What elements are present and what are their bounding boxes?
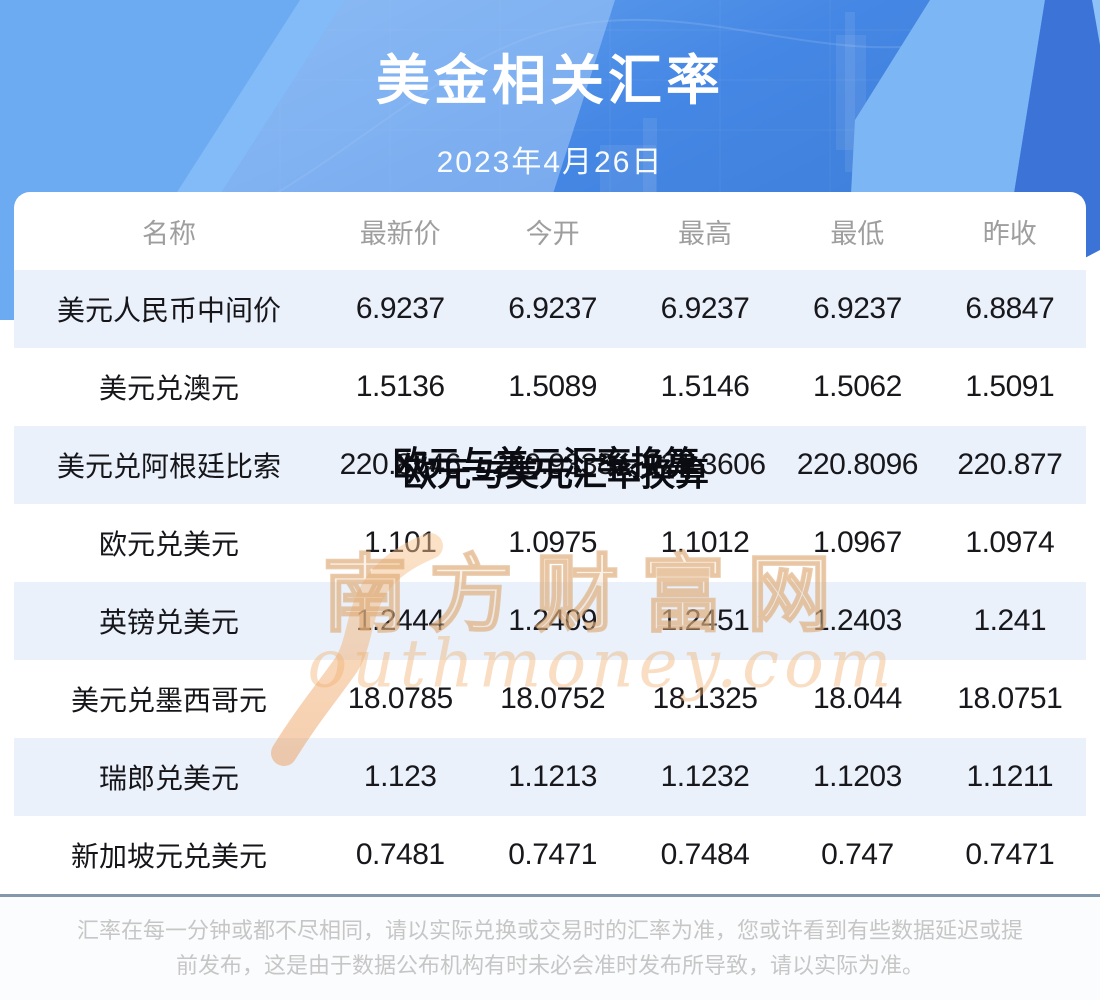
column-header: 名称: [142, 218, 196, 249]
rates-table: 名称 最新价 今开 最高 最低 昨收美元人民币中间价 6.9237 6.9237 6.9237 6…: [14, 192, 1086, 894]
cell-value: 1.1213: [508, 760, 597, 793]
cell-value: 1.1232: [660, 760, 750, 793]
cell-value: 1.2444: [355, 604, 445, 637]
footer-disclaimer: 汇率在每一分钟或都不尽相同，请以实际兑换或交易时的汇率为准，您或许看到有些数据延…: [0, 897, 1100, 1000]
cell-value: 0.7471: [508, 838, 597, 871]
table-header-row: 名称 最新价 今开 最高 最低 昨收: [14, 192, 1086, 270]
cell-value: 1.5062: [813, 370, 902, 403]
cell-value: 18.044: [813, 682, 902, 715]
cell-value: 1.1211: [966, 760, 1054, 793]
cell-pair-name: 欧元兑美元: [98, 529, 239, 560]
page-date: 2023年4月26日: [436, 146, 664, 179]
cell-value: 1.241: [973, 604, 1047, 637]
cell-value: 220.877: [957, 448, 1063, 481]
table-row: 美元兑阿根廷比索 220.8546 220.9338 221.3606 220.8096…: [14, 426, 1086, 504]
cell-value: 220.8096: [796, 448, 919, 481]
table-row: 新加坡元兑美元 0.7481 0.7471 0.7484 0.747 0.7471: [14, 816, 1086, 894]
table-row: 美元兑澳元 1.5136 1.5089 1.5146 1.5062 1.5091: [14, 348, 1086, 426]
hero-header: 美金相关汇率 2023年4月26日: [0, 0, 1100, 181]
column-header: 最高: [677, 218, 732, 249]
cell-value: 1.5146: [660, 370, 750, 403]
cell-value: 18.0785: [347, 682, 453, 715]
cell-value: 1.0974: [965, 526, 1055, 559]
table-row: 瑞郎兑美元 1.123 1.1213 1.1232 1.1203 1.1211: [14, 738, 1086, 816]
cell-pair-name: 美元兑澳元: [98, 373, 239, 404]
cell-pair-name: 英镑兑美元: [98, 607, 239, 638]
cell-value: 6.9237: [660, 292, 750, 325]
cell-value: 1.101: [363, 526, 437, 559]
column-header: 今开: [525, 218, 580, 249]
cell-value: 18.0751: [957, 682, 1063, 715]
cell-value: 220.9338: [492, 448, 614, 481]
footer-line-2: 前发布，这是由于数据公布机构有时未必会准时发布所导致，请以实际为准。: [175, 953, 924, 978]
cell-value: 1.0967: [813, 526, 902, 559]
cell-value: 0.7481: [355, 838, 445, 871]
cell-value: 1.1012: [660, 526, 750, 559]
footer-line-1: 汇率在每一分钟或都不尽相同，请以实际兑换或交易时的汇率为准，您或许看到有些数据延…: [76, 918, 1023, 943]
cell-value: 6.9237: [355, 292, 445, 325]
cell-value: 1.5089: [508, 370, 597, 403]
cell-pair-name: 美元人民币中间价: [56, 295, 281, 326]
cell-value: 6.9237: [813, 292, 902, 325]
column-header: 最低: [830, 218, 885, 249]
footer-divider: [0, 894, 1100, 897]
table-row: 英镑兑美元 1.2444 1.2409 1.2451 1.2403 1.241: [14, 582, 1086, 660]
cell-pair-name: 新加坡元兑美元: [70, 841, 267, 872]
column-header: 最新价: [359, 218, 441, 249]
cell-value: 18.1325: [652, 682, 758, 715]
cell-value: 1.5091: [965, 370, 1055, 403]
column-header: 昨收: [982, 218, 1037, 249]
cell-value: 1.2403: [813, 604, 902, 637]
cell-value: 220.8546: [339, 448, 462, 481]
cell-value: 1.2451: [660, 604, 750, 637]
cell-value: 1.123: [363, 760, 437, 793]
cell-value: 0.7484: [660, 838, 750, 871]
table-row: 欧元兑美元 1.101 1.0975 1.1012 1.0967 1.0974: [14, 504, 1086, 582]
cell-value: 0.7471: [965, 838, 1055, 871]
table-row: 美元人民币中间价 6.9237 6.9237 6.9237 6.9237 6.8847: [14, 270, 1086, 348]
cell-value: 1.2409: [508, 604, 597, 637]
cell-value: 6.9237: [508, 292, 597, 325]
cell-pair-name: 美元兑阿根廷比索: [56, 451, 281, 482]
cell-value: 1.5136: [355, 370, 445, 403]
cell-pair-name: 瑞郎兑美元: [98, 763, 239, 794]
cell-value: 18.0752: [500, 682, 606, 715]
table-row: 美元兑墨西哥元 18.0785 18.0752 18.1325 18.044 18.075…: [14, 660, 1086, 738]
cell-value: 6.8847: [965, 292, 1055, 325]
cell-value: 1.1203: [813, 760, 902, 793]
cell-pair-name: 美元兑墨西哥元: [70, 685, 267, 716]
cell-value: 1.0975: [508, 526, 597, 559]
cell-value: 221.3606: [644, 448, 766, 481]
page-title: 美金相关汇率: [376, 51, 724, 111]
cell-value: 0.747: [821, 838, 894, 871]
